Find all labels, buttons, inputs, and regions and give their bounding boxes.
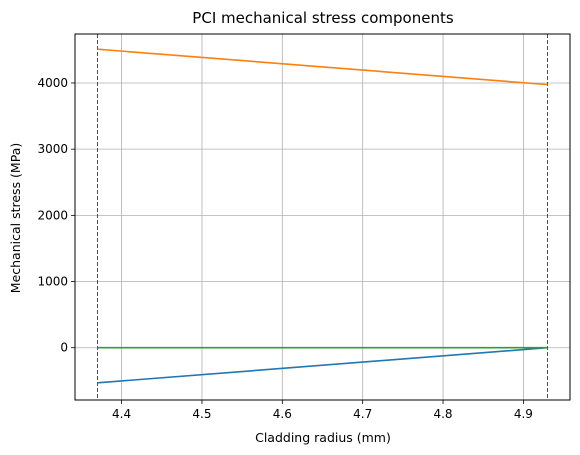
- y-axis-ticks: 0 1000 2000 3000 4000: [37, 76, 75, 355]
- y-tick-label: 3000: [37, 142, 68, 156]
- series-line: [97, 48, 548, 86]
- boundary-lines: [97, 34, 548, 400]
- series-lines: [97, 48, 548, 384]
- x-axis-ticks: 4.4 4.5 4.6 4.7 4.8 4.9: [112, 400, 533, 421]
- x-tick-label: 4.7: [353, 407, 372, 421]
- plot-frame: [74, 33, 571, 401]
- y-tick-label: 4000: [37, 76, 68, 90]
- series-line: [97, 346, 548, 384]
- y-tick-label: 0: [60, 341, 68, 355]
- y-axis-label: Mechanical stress (MPa): [8, 143, 23, 293]
- x-tick-label: 4.8: [433, 407, 452, 421]
- y-tick-label: 2000: [37, 208, 68, 222]
- chart-title: PCI mechanical stress components: [192, 9, 454, 27]
- y-tick-label: 1000: [37, 275, 68, 289]
- x-tick-label: 4.9: [514, 407, 533, 421]
- grid: [75, 34, 570, 400]
- x-tick-label: 4.5: [192, 407, 211, 421]
- x-tick-label: 4.6: [273, 407, 292, 421]
- x-axis-label: Cladding radius (mm): [255, 430, 391, 445]
- x-tick-label: 4.4: [112, 407, 131, 421]
